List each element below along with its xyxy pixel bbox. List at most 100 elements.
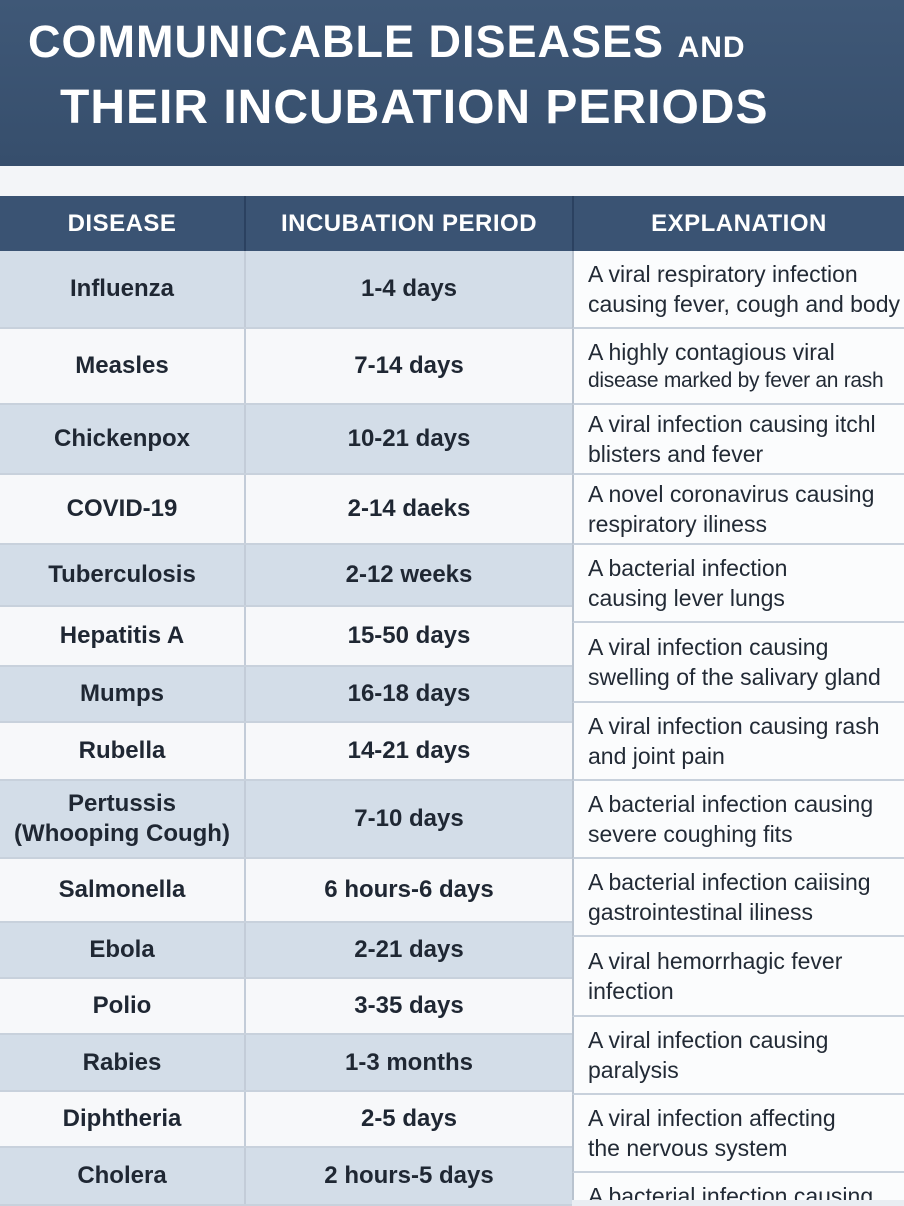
table-row: Diphtheria 2-5 days (0, 1092, 572, 1148)
table-row: Tuberculosis 2-12 weeks (0, 545, 572, 607)
explanation-line: A bacterial infection causing (588, 790, 874, 817)
column-divider (244, 1035, 246, 1090)
disease-cell: Polio (92, 992, 152, 1019)
table-row: Polio 3-35 days (0, 979, 572, 1035)
period-cell: 15-50 days (347, 622, 471, 649)
explanation-line: A bacterial infection causing (588, 1183, 874, 1200)
disease-cell: Rabies (82, 1048, 162, 1076)
column-divider (244, 723, 246, 779)
explanation-line: A viral respiratory infection (588, 260, 858, 287)
disease-cell: Pertussis (Whooping Cough) (0, 781, 244, 857)
table-row: Rubella 14-21 days (0, 723, 572, 781)
period-cell: 2-5 days (360, 1105, 458, 1132)
table-row: Cholera 2 hours-5 days (0, 1148, 572, 1206)
title-line-2: THEIR INCUBATION PERIODS (60, 81, 769, 134)
period-cell: 6 hours-6 days (324, 876, 494, 903)
disease-cell: Mumps (80, 680, 164, 707)
table-row: COVID-19 2-14 daeks (0, 475, 572, 545)
column-divider (244, 667, 246, 721)
column-divider (244, 781, 246, 857)
table-header: DISEASE INCUBATION PERIOD EXPLANATION (0, 196, 904, 251)
explanation-line: swelling of the salivary gland (588, 664, 881, 690)
explanation-line: the nervous system (588, 1135, 788, 1161)
explanation-cell: A bacterial infection causing severe coug… (572, 781, 904, 859)
title-line-1: COMMUNICABLE DISEASES AND (28, 16, 746, 68)
explanation-line: paralysis (588, 1057, 679, 1083)
disease-cell: Cholera (77, 1162, 167, 1189)
explanation-line: causing fever, cough and body (588, 291, 901, 317)
column-divider (244, 859, 246, 921)
period-cell: 7-14 days (354, 352, 464, 379)
disease-cell: Hepatitis A (59, 622, 185, 649)
disease-name: Pertussis (67, 790, 177, 817)
period-cell: 2-12 weeks (345, 561, 473, 588)
explanation-cell: A bacterial infection caiising gastrointe… (572, 859, 904, 937)
disease-cell: Diphtheria (62, 1105, 182, 1132)
column-divider (244, 545, 246, 605)
period-cell: 2 hours-5 days (324, 1162, 494, 1189)
header-incubation: INCUBATION PERIOD (280, 209, 538, 237)
header-divider (244, 196, 246, 251)
column-divider (244, 607, 246, 665)
explanation-line: causing lever lungs (588, 585, 785, 611)
column-divider (244, 979, 246, 1033)
period-cell: 1-3 months (344, 1048, 473, 1076)
table-row: Chickenpox 10-21 days (0, 405, 572, 475)
explanation-line: A viral infection causing rash (588, 712, 880, 739)
explanation-line: A viral infection causing itchl (588, 410, 876, 437)
explanation-cell: A bacterial infection causing (572, 1173, 904, 1200)
explanation-line: gastrointestinal iliness (588, 899, 814, 925)
explanation-cell: A viral infection causing itchl blisters … (572, 405, 904, 475)
explanation-line: respiratory iliness (588, 511, 767, 537)
explanation-cell: A viral infection causing rash and joint … (572, 703, 904, 781)
column-divider (244, 405, 246, 473)
column-divider (244, 251, 246, 327)
period-cell: 14-21 days (347, 737, 471, 764)
table-row: Influenza 1-4 days (0, 251, 572, 329)
explanation-cell: A viral respiratory infection causing fev… (572, 251, 904, 329)
table-row: Mumps 16-18 days (0, 667, 572, 723)
explanation-cell: A viral hemorrhagic fever infection (572, 937, 904, 1017)
disease-cell: Measles (75, 352, 169, 379)
period-cell: 7-10 days (354, 805, 464, 832)
disease-cell: Ebola (89, 936, 155, 963)
header-divider (572, 196, 574, 251)
explanation-cell: A bacterial infection causing lever lungs (572, 545, 904, 623)
explanation-cell: A novel coronavirus causing respiratory i… (572, 475, 904, 545)
explanation-line: A viral infection causing (588, 633, 829, 660)
column-divider (244, 923, 246, 977)
period-cell: 2-21 days (354, 936, 464, 963)
table-row: Pertussis (Whooping Cough) 7-10 days (0, 781, 572, 859)
disease-cell: Tuberculosis (48, 561, 196, 588)
period-cell: 16-18 days (347, 680, 471, 707)
explanation-cell: A viral infection causing paralysis (572, 1017, 904, 1095)
title-banner: COMMUNICABLE DISEASES AND THEIR INCUBATI… (0, 0, 904, 166)
period-cell: 1-4 days (360, 275, 458, 302)
disease-cell: Influenza (69, 275, 174, 302)
header-gap (0, 166, 904, 196)
explanation-line: and joint pain (588, 743, 725, 769)
period-cell: 2-14 daeks (347, 495, 471, 522)
explanation-cell: A highly contagious viral disease marked … (572, 329, 904, 405)
disease-alt-name: (Whooping Cough) (14, 820, 230, 847)
explanation-line: severe coughing fits (588, 821, 793, 847)
column-divider (244, 1092, 246, 1146)
disease-cell: Salmonella (58, 876, 186, 903)
column-divider (244, 1148, 246, 1204)
header-disease: DISEASE (67, 209, 177, 237)
disease-cell: COVID-19 (66, 495, 178, 522)
table-row: Ebola 2-21 days (0, 923, 572, 979)
header-explanation: EXPLANATION (651, 209, 827, 237)
disease-cell: Rubella (78, 737, 166, 764)
explanation-line: A viral infection causing (588, 1026, 829, 1053)
table-row: Salmonella 6 hours-6 days (0, 859, 572, 923)
column-divider (244, 329, 246, 403)
column-divider (244, 475, 246, 543)
explanation-line: A viral infection affecting (588, 1104, 836, 1131)
disease-cell: Chickenpox (53, 425, 191, 452)
period-cell: 10-21 days (347, 425, 471, 452)
table-row: Rabies 1-3 months (0, 1035, 572, 1092)
explanation-line: A viral hemorrhagic fever (588, 947, 843, 974)
table-row: Hepatitis A 15-50 days (0, 607, 572, 667)
explanation-line: A novel coronavirus causing (588, 480, 875, 507)
